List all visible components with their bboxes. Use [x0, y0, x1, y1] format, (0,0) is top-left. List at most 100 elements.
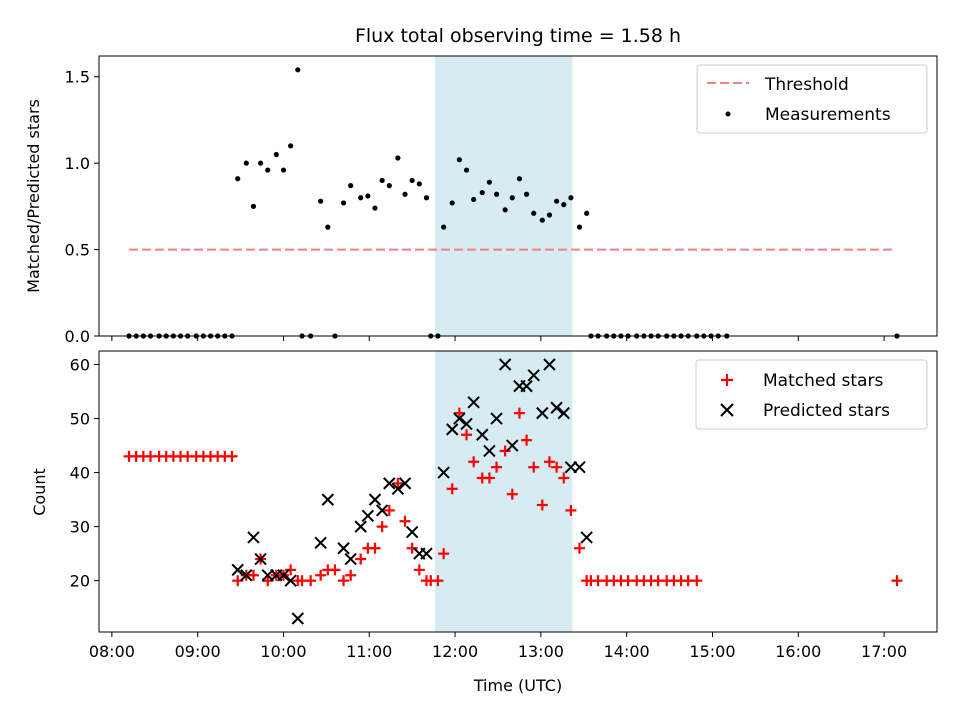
- predicted-star-marker: [420, 547, 433, 560]
- matched-star-marker: [521, 434, 533, 446]
- matched-star-marker: [413, 564, 425, 576]
- measurement-point: [568, 195, 574, 201]
- legend-box: [695, 359, 928, 430]
- matched-star-marker: [432, 575, 444, 587]
- matched-star-marker: [513, 407, 525, 419]
- predicted-star-marker: [490, 412, 503, 425]
- measurement-point: [486, 179, 492, 185]
- matched-star-marker: [483, 472, 495, 484]
- matched-star-marker: [543, 456, 555, 468]
- legend-matched-label: Matched stars: [763, 371, 883, 391]
- measurement-point: [348, 183, 354, 189]
- measurement-point: [379, 177, 385, 184]
- predicted-star-marker: [383, 477, 396, 490]
- measurement-point: [576, 224, 583, 230]
- matched-star-marker: [383, 504, 395, 516]
- count-panel: 20 30 40 50 60 08:00 09:00 10:00 11:00 12:00 13:0…: [30, 350, 938, 695]
- legend-measurements-swatch: [725, 111, 731, 117]
- matched-star-marker: [565, 504, 577, 516]
- measurement-point: [456, 157, 462, 163]
- measurement-point: [502, 207, 508, 213]
- y-axis-ticks: 0.0 0.5 1.0 1.5: [65, 68, 99, 346]
- highlight-span: [435, 56, 573, 336]
- legend-measurements-label: Measurements: [765, 105, 891, 125]
- matched-star-marker: [285, 564, 297, 576]
- predicted-star-marker: [527, 369, 540, 382]
- x-tick-label: 09:00: [175, 642, 221, 661]
- predicted-star-marker: [580, 531, 593, 544]
- measurement-point: [463, 167, 470, 173]
- matched-star-marker: [376, 521, 388, 533]
- y-tick-label: 50: [70, 410, 90, 429]
- measurement-point: [402, 191, 408, 197]
- y-tick-label: 30: [70, 518, 90, 537]
- predicted-star-marker: [460, 417, 473, 431]
- predicted-star-marker: [314, 536, 327, 550]
- x-axis-ticks: [111, 336, 885, 341]
- y-tick-label: 60: [70, 356, 90, 375]
- matched-star-marker: [536, 499, 548, 511]
- matched-star-marker: [491, 461, 503, 473]
- matched-star-marker: [345, 569, 357, 581]
- matched-star-marker: [315, 569, 327, 581]
- x-axis-label: Time (UTC): [473, 676, 562, 695]
- y-axis-label: Count: [30, 468, 49, 516]
- legend-predicted-label: Predicted stars: [763, 401, 890, 421]
- plot-frame: [98, 55, 938, 337]
- matched-star-marker: [392, 477, 404, 489]
- matched-star-marker: [305, 575, 317, 587]
- matched-star-marker: [338, 575, 350, 587]
- y-tick-label: 0.0: [65, 327, 90, 346]
- measurement-point: [509, 195, 515, 201]
- matched-star-marker: [506, 488, 518, 500]
- predicted-star-marker: [557, 406, 570, 420]
- predicted-star-marker: [337, 542, 350, 555]
- predicted-star-marker: [405, 525, 419, 539]
- measurement-point: [523, 191, 530, 197]
- matched-star-marker: [499, 445, 511, 457]
- chart-title: Flux total observing time = 1.58 h: [355, 25, 681, 47]
- matched-star-marker: [891, 575, 903, 587]
- measurement-point: [531, 210, 537, 216]
- measurement-point: [539, 217, 545, 223]
- predicted-star-marker: [391, 482, 405, 496]
- measurement-point: [243, 160, 249, 166]
- measurement-point: [493, 191, 500, 197]
- x-tick-label: 17:00: [861, 642, 907, 661]
- predicted-star-marker: [476, 428, 489, 441]
- y-axis-label: Matched/Predicted stars: [24, 99, 43, 293]
- measurement-point: [265, 167, 271, 173]
- x-axis-ticks: 08:00 09:00 10:00 11:00 12:00 13:00 14:00 15:00…: [89, 632, 907, 661]
- plot-frame: [98, 350, 938, 633]
- y-tick-label: 1.0: [65, 154, 90, 173]
- y-tick-label: 1.5: [65, 68, 90, 87]
- predicted-star-marker: [446, 423, 459, 436]
- matched-star-marker: [247, 569, 259, 581]
- predicted-star-marker: [344, 552, 357, 566]
- measurement-point: [516, 176, 523, 182]
- matched-star-marker: [528, 461, 540, 473]
- predicted-star-marker: [550, 401, 563, 414]
- measurement-point: [386, 183, 392, 189]
- predicted-star-marker: [240, 569, 253, 582]
- predicted-star-marker: [354, 520, 367, 533]
- x-tick-label: 16:00: [775, 642, 821, 661]
- matched-star-marker: [453, 407, 465, 419]
- measurement-point: [416, 181, 422, 187]
- predicted-star-marker: [398, 477, 412, 490]
- predicted-star-marker: [321, 493, 335, 506]
- predicted-star-marker: [498, 358, 512, 371]
- predicted-star-marker: [277, 569, 290, 582]
- x-tick-label: 14:00: [604, 642, 650, 661]
- predicted-star-marker: [231, 563, 244, 577]
- predicted-star-marker: [254, 552, 267, 566]
- predicted-star-marker: [506, 439, 519, 452]
- y-tick-label: 40: [70, 464, 90, 483]
- x-tick-label: 11:00: [346, 642, 392, 661]
- matched-star-marker: [438, 548, 450, 560]
- ratio-panel: 0.0 0.5 1.0 1.5 Flux total observing time =…: [24, 25, 938, 346]
- x-tick-label: 15:00: [689, 642, 735, 661]
- predicted-star-marker: [375, 504, 389, 517]
- legend-threshold-label: Threshold: [764, 75, 849, 95]
